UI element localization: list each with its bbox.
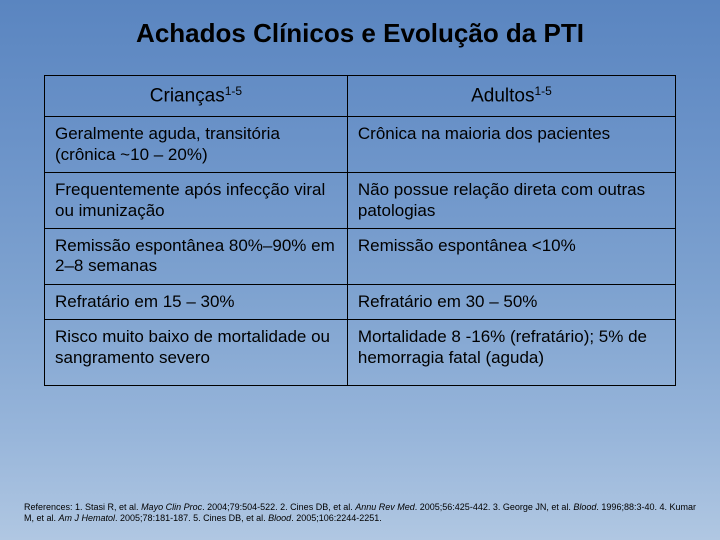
cell-left: Remissão espontânea 80%–90% em 2–8 seman… — [45, 229, 348, 285]
header-children: Crianças1-5 — [45, 76, 348, 117]
cell-right: Crônica na maioria dos pacientes — [347, 117, 675, 173]
ref-3c: . 1996;88:3-40. — [596, 502, 659, 512]
header-adults-label: Adultos — [471, 86, 534, 107]
cell-left: Geralmente aguda, transitória (crônica ~… — [45, 117, 348, 173]
cell-right: Refratário em 30 – 50% — [347, 284, 675, 319]
ref-2b: Annu Rev Med — [355, 502, 415, 512]
header-children-label: Crianças — [150, 86, 225, 107]
ref-5b: Blood — [268, 513, 291, 523]
header-adults: Adultos1-5 — [347, 76, 675, 117]
ref-1c: . 2004;79:504-522. — [202, 502, 280, 512]
table-row: Remissão espontânea 80%–90% em 2–8 seman… — [45, 229, 676, 285]
table-row: Frequentemente após infecção viral ou im… — [45, 173, 676, 229]
ref-5c: . 2005;106:2244-2251. — [291, 513, 382, 523]
header-children-sup: 1-5 — [225, 84, 242, 98]
ref-2a: 2. Cines DB, et al. — [280, 502, 355, 512]
ref-1a: 1. Stasi R, et al. — [75, 502, 141, 512]
table-row: Geralmente aguda, transitória (crônica ~… — [45, 117, 676, 173]
cell-left: Risco muito baixo de mortalidade ou sang… — [45, 320, 348, 386]
clinical-table: Crianças1-5 Adultos1-5 Geralmente aguda,… — [44, 75, 676, 386]
ref-3a: 3. George JN, et al. — [493, 502, 574, 512]
cell-right: Remissão espontânea <10% — [347, 229, 675, 285]
cell-left: Refratário em 15 – 30% — [45, 284, 348, 319]
table-row: Risco muito baixo de mortalidade ou sang… — [45, 320, 676, 386]
slide-title: Achados Clínicos e Evolução da PTI — [0, 0, 720, 75]
cell-right: Mortalidade 8 -16% (refratário); 5% de h… — [347, 320, 675, 386]
ref-5a: 5. Cines DB, et al. — [193, 513, 268, 523]
cell-left: Frequentemente após infecção viral ou im… — [45, 173, 348, 229]
header-adults-sup: 1-5 — [534, 84, 551, 98]
cell-left-text: Risco muito baixo de mortalidade ou sang… — [55, 327, 337, 375]
ref-1b: Mayo Clin Proc — [141, 502, 202, 512]
ref-2c: . 2005;56:425-442. — [415, 502, 493, 512]
references: References: 1. Stasi R, et al. Mayo Clin… — [24, 502, 696, 525]
ref-4b: Am J Hematol — [59, 513, 116, 523]
ref-4c: . 2005;78:181-187. — [115, 513, 193, 523]
cell-right: Não possue relação direta com outras pat… — [347, 173, 675, 229]
table-row: Refratário em 15 – 30% Refratário em 30 … — [45, 284, 676, 319]
ref-3b: Blood — [573, 502, 596, 512]
ref-prefix: References: — [24, 502, 75, 512]
